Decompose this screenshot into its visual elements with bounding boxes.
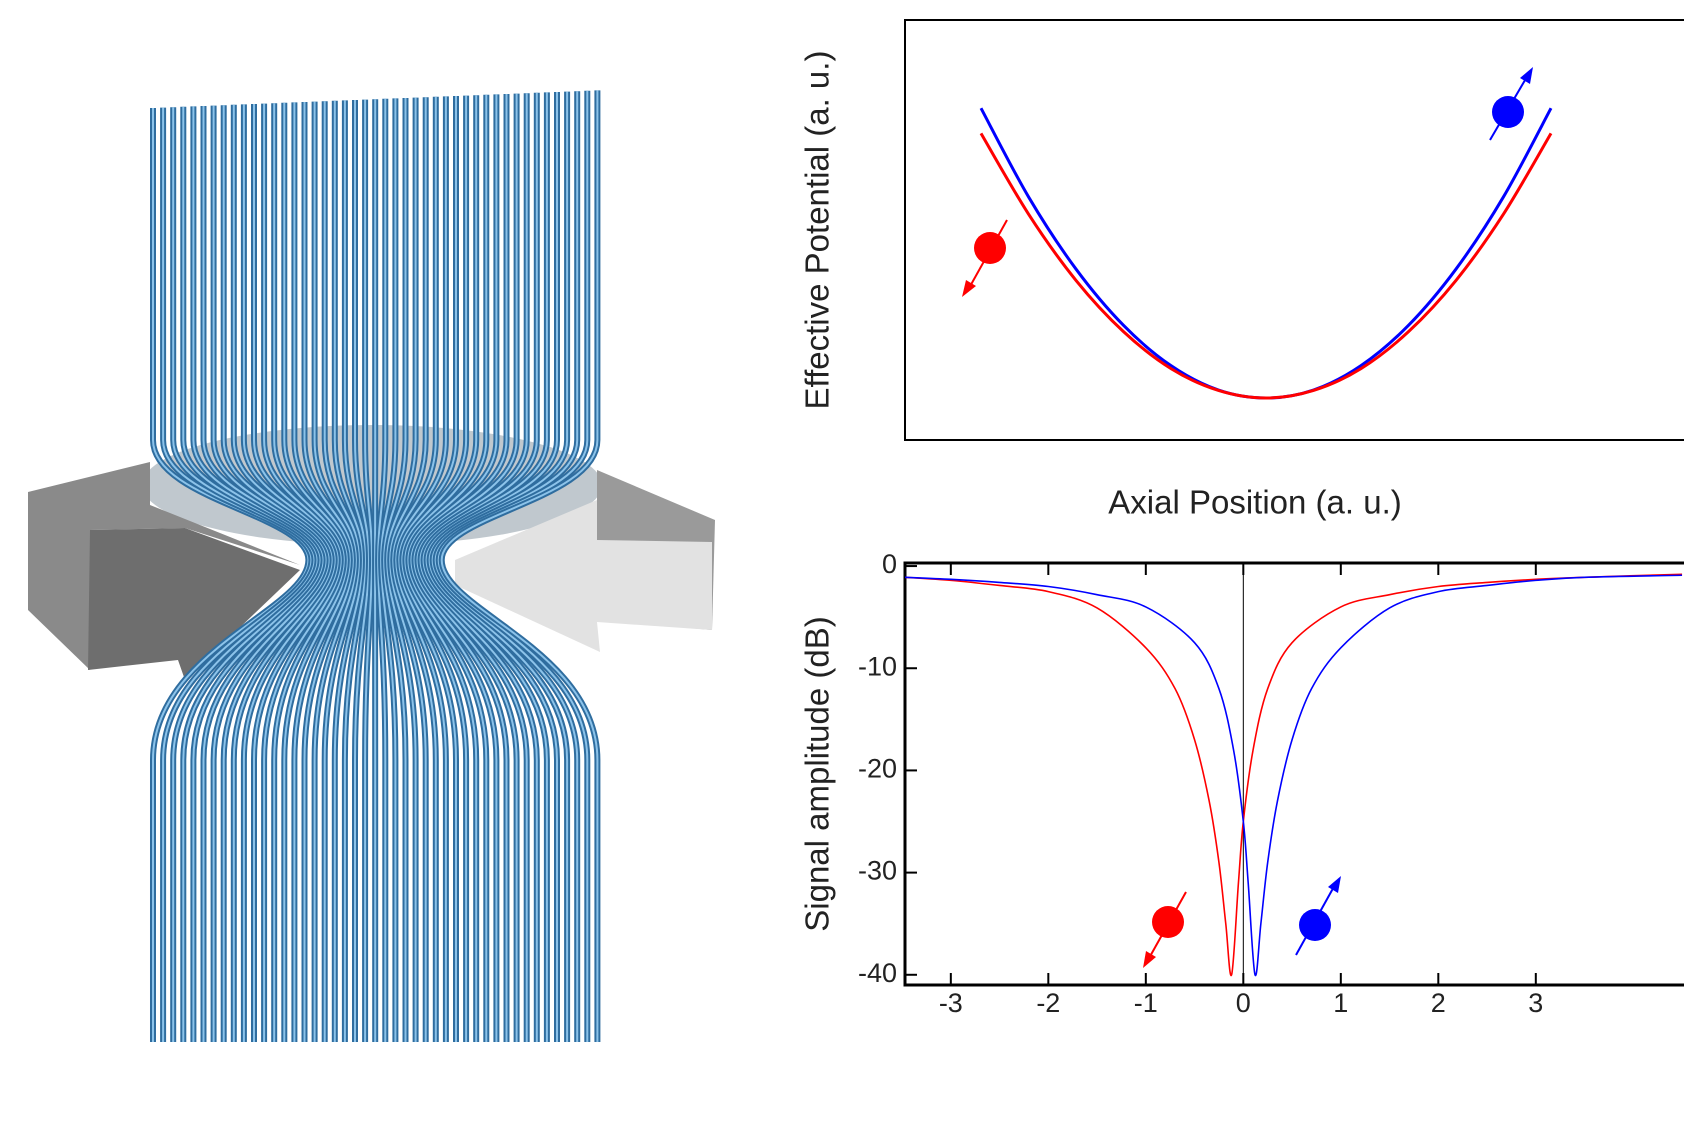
field-line-highlight — [401, 95, 468, 1042]
plot-frame — [903, 561, 1684, 987]
field-line-highlight — [323, 101, 361, 1042]
field-line-highlight — [434, 91, 579, 1042]
field-line-highlight — [202, 106, 325, 1042]
field-line-highlight — [422, 92, 538, 1042]
spin-up-marker — [1489, 67, 1533, 141]
series-line — [979, 132, 1553, 400]
y-axis-label: Signal amplitude (dB) — [799, 616, 836, 932]
field-line-highlight — [364, 99, 374, 1042]
y-tick-label: 0 — [882, 549, 897, 579]
field-line-highlight — [377, 98, 387, 1042]
field-line-highlight — [333, 100, 364, 1042]
field-line-highlight — [392, 96, 437, 1042]
field-line-highlight — [437, 90, 589, 1042]
field-line-highlight — [293, 102, 352, 1042]
field-line-highlight — [313, 101, 358, 1042]
ring-left-side — [28, 462, 300, 670]
x-tick-label: -1 — [1134, 988, 1158, 1018]
field-line-highlight — [152, 108, 310, 1042]
x-tick-label: -2 — [1036, 988, 1060, 1018]
left-arrow — [88, 528, 300, 680]
y-tick-label: -20 — [858, 754, 897, 784]
spin-down-marker — [1143, 891, 1187, 968]
field-line-highlight — [440, 90, 599, 1042]
field-line-highlight — [416, 93, 518, 1042]
field-line-highlight — [431, 91, 569, 1042]
x-tick-label: -3 — [939, 988, 963, 1018]
field-line-highlight — [242, 104, 337, 1042]
field-line-highlight — [303, 102, 355, 1042]
field-line-highlight — [407, 94, 488, 1042]
field-line-highlight — [172, 107, 316, 1042]
field-line-highlight — [425, 92, 548, 1042]
y-tick-label: -10 — [858, 651, 897, 681]
right-arrow — [455, 500, 712, 652]
plot-frame — [904, 19, 1684, 441]
spin-up-marker — [1295, 876, 1341, 956]
series-line — [979, 107, 1553, 400]
field-line-highlight — [182, 106, 319, 1042]
field-line-highlight — [380, 98, 397, 1042]
field-line-highlight — [162, 107, 313, 1042]
field-illustration — [28, 90, 715, 1042]
field-line-highlight — [404, 95, 478, 1042]
y-tick-label: -30 — [858, 856, 897, 886]
field-line-highlight — [343, 100, 367, 1042]
field-line-highlight — [232, 104, 334, 1042]
field-line-highlight — [212, 105, 328, 1042]
field-line-highlight — [395, 96, 447, 1042]
field-line-highlight — [283, 102, 349, 1042]
x-tick-label: 0 — [1236, 988, 1251, 1018]
x-tick-label: 1 — [1333, 988, 1348, 1018]
field-line-highlight — [354, 100, 371, 1042]
y-tick-label: -40 — [858, 958, 897, 988]
x-tick-label: 2 — [1431, 988, 1446, 1018]
field-line-highlight — [253, 104, 340, 1042]
series-line — [905, 574, 1683, 977]
field-line-highlight — [222, 105, 331, 1042]
spin-down-marker — [962, 219, 1008, 297]
field-line-highlight — [413, 94, 508, 1042]
series-line — [905, 573, 1683, 977]
field-line-highlight — [192, 106, 322, 1042]
y-axis-label: Effective Potential (a. u.) — [799, 51, 836, 410]
x-tick-label: 3 — [1528, 988, 1543, 1018]
field-line-highlight — [263, 103, 343, 1042]
field-line-highlight — [410, 94, 498, 1042]
field-line-highlight — [419, 93, 528, 1042]
field-line-highlight — [273, 103, 346, 1042]
x-axis-label: Axial Position (a. u.) — [1108, 484, 1401, 521]
field-line-highlight — [428, 92, 558, 1042]
